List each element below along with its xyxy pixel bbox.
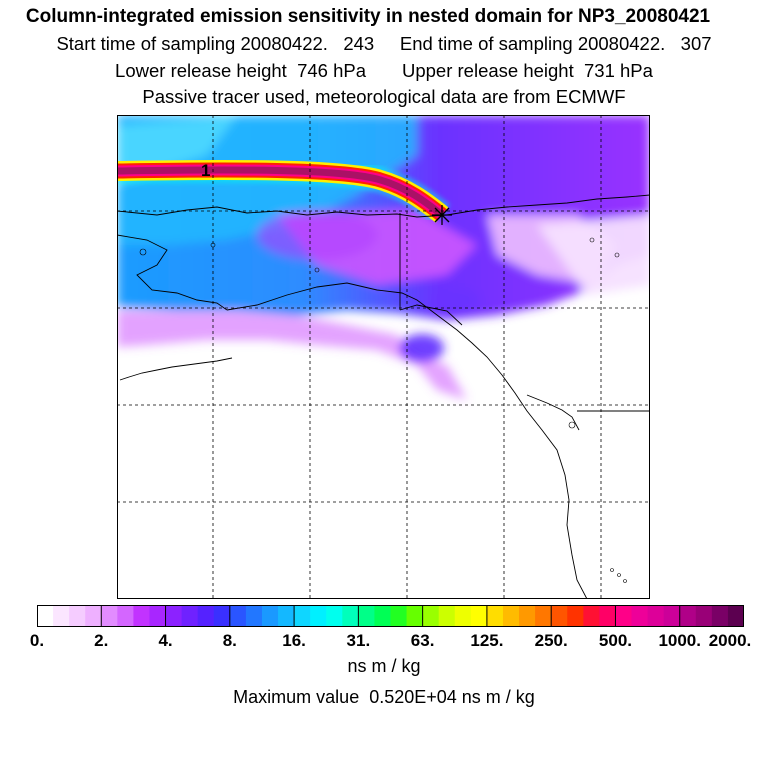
colorbar-swatch (679, 605, 697, 627)
colorbar-units: ns m / kg (347, 656, 421, 676)
colorbar-swatch (261, 605, 279, 627)
maximum-value-text: Maximum value 0.520E+04 ns m / kg (233, 687, 535, 707)
colorbar-swatch (374, 605, 392, 627)
colorbar-swatch (278, 605, 295, 627)
colorbar-swatch (53, 605, 70, 627)
colorbar-swatch (245, 605, 263, 627)
graticule (117, 115, 650, 599)
upper-height-text: Upper release height 731 hPa (401, 60, 653, 81)
colorbar-swatch (390, 605, 408, 627)
colorbar-swatch (647, 605, 665, 627)
colorbar-swatch (454, 605, 472, 627)
colorbar-swatch (567, 605, 584, 627)
colorbar-swatch (165, 605, 183, 627)
sampling-times-line: Start time of sampling 20080422. 243 End… (0, 33, 768, 55)
plume-band (117, 156, 451, 226)
release-heights-line: Lower release height 746 hPa Upper relea… (0, 60, 768, 82)
colorbar-swatch (663, 605, 681, 627)
colorbar-tick-label: 2. (94, 631, 109, 650)
colorbar-swatch (502, 605, 520, 627)
colorbar-tick-label: 16. (282, 631, 306, 650)
colorbar-swatch (422, 605, 440, 627)
sensitivity-field (117, 115, 650, 400)
colorbar-swatch (551, 605, 568, 627)
lower-height-text: Lower release height 746 hPa (115, 60, 366, 81)
colorbar-swatch (631, 605, 649, 627)
colorbar-swatch (133, 605, 151, 627)
colorbar-swatch (695, 605, 713, 627)
colorbar-tick-label: 31. (346, 631, 371, 650)
start-time-text: Start time of sampling 20080422. 243 (56, 33, 375, 54)
colorbar-swatch (406, 605, 424, 627)
colorbar-swatch (727, 605, 744, 627)
colorbar-swatch (342, 605, 359, 627)
colorbar-swatch (535, 605, 552, 627)
end-time-text: End time of sampling 20080422. 307 (399, 33, 712, 54)
colorbar-swatch (615, 605, 633, 627)
colorbar-swatch (69, 605, 86, 627)
colorbar-tick-label: 0. (29, 631, 45, 650)
colorbar-tick-label: 250. (534, 631, 568, 650)
colorbar-swatch (213, 605, 231, 627)
colorbar-swatch (438, 605, 456, 627)
colorbar (37, 605, 744, 627)
colorbar-swatch (229, 605, 247, 627)
colorbar-swatch (711, 605, 729, 627)
colorbar-tick-label: 63. (410, 631, 435, 650)
colorbar-tick-label: 500. (598, 631, 632, 650)
colorbar-swatch (37, 605, 54, 627)
colorbar-swatch (117, 605, 135, 627)
colorbar-frame (37, 605, 744, 627)
map-frame (117, 115, 650, 599)
colorbar-swatch (310, 605, 327, 627)
coastlines (117, 194, 650, 599)
colorbar-swatch (197, 605, 215, 627)
colorbar-swatch (583, 605, 600, 627)
colorbar-swatch (101, 605, 118, 627)
map-panel: 1 (117, 115, 650, 599)
colorbar-swatch (486, 605, 504, 627)
colorbar-tick-label: 8. (222, 631, 237, 650)
trajectory-label: 1 (201, 161, 210, 180)
colorbar-swatch (326, 605, 343, 627)
tracer-note: Passive tracer used, meteorological data… (142, 86, 626, 107)
colorbar-swatch (358, 605, 376, 627)
colorbar-swatch (85, 605, 102, 627)
colorbar-swatch (519, 605, 536, 627)
colorbar-swatch (149, 605, 167, 627)
colorbar-tick-label: 4. (158, 631, 173, 650)
colorbar-tick-label: 1000. (658, 631, 701, 650)
figure-title: Column-integrated emission sensitivity i… (25, 6, 711, 27)
colorbar-tick-label: 125. (470, 631, 504, 650)
colorbar-tick-label: 2000. (708, 631, 752, 650)
colorbar-swatch (470, 605, 488, 627)
colorbar-swatch (294, 605, 311, 627)
colorbar-swatch (181, 605, 199, 627)
colorbar-swatch (599, 605, 617, 627)
map-plot: 1 (117, 115, 650, 599)
